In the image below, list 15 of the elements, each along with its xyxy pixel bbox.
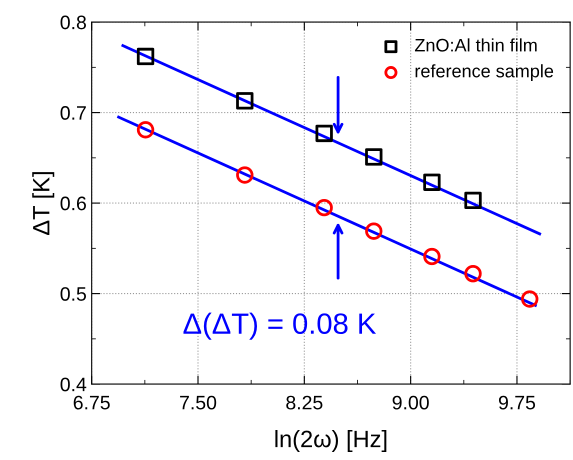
y-axis-title: ΔT [K] — [32, 172, 54, 235]
y-tick-label: 0.4 — [60, 378, 86, 392]
y-tick-label: 0.8 — [60, 16, 86, 30]
x-tick-label: 9.75 — [498, 396, 536, 410]
x-tick-label: 8.25 — [286, 396, 322, 410]
annotation: Δ(ΔT) = 0.08 K — [183, 312, 376, 340]
x-tick-label: 7.50 — [180, 396, 216, 410]
x-tick-label: 6.75 — [74, 396, 110, 410]
x-tick-label: 9.00 — [392, 396, 429, 410]
y-tick-label: 0.5 — [60, 287, 86, 301]
y-tick-label: 0.6 — [60, 196, 86, 210]
legend-label: ZnO:Al thin film — [414, 38, 537, 52]
x-axis-title: ln(2ω) [Hz] — [275, 430, 386, 452]
y-tick-label: 0.7 — [60, 106, 86, 120]
legend-label: reference sample — [416, 64, 554, 82]
